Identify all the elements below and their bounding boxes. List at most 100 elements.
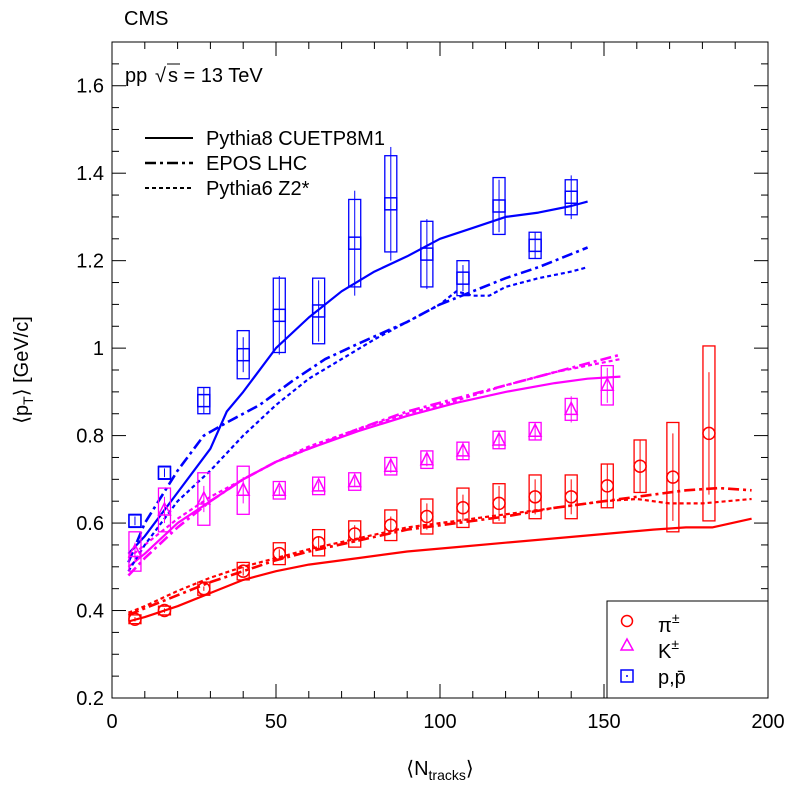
kaon-point	[419, 450, 435, 466]
pion-point	[128, 612, 142, 627]
legend-pion-symbol: π	[658, 615, 672, 637]
kaon-point	[383, 457, 399, 472]
kaon-point	[157, 501, 172, 516]
kaon-point	[272, 481, 287, 497]
kaon-syst-box	[420, 450, 434, 470]
y-axis-label-end: ⟩ [GeV/c]	[11, 316, 33, 396]
axis-ticks: 0 50 100 150 200 0.2 0.4 0.6 0.8 1 1.2 1.4 1.6	[76, 41, 785, 733]
pion-point	[564, 490, 578, 504]
y-tick-label: 1.6	[76, 76, 104, 98]
proton-point	[420, 247, 434, 261]
y-tick-label: 0.2	[76, 688, 104, 710]
legend-proton-dot	[626, 675, 628, 677]
kaon-point	[127, 542, 143, 558]
energy-label: pp √ s = 13 TeV	[125, 63, 263, 87]
kaon-point	[196, 490, 212, 505]
x-tick-label: 0	[106, 711, 117, 733]
proton-point	[492, 199, 506, 213]
kaon-point	[235, 481, 251, 497]
legend-kaon-marker	[619, 637, 635, 651]
proton-dotted-curve	[127, 266, 588, 572]
kaon-point	[347, 472, 362, 488]
pion-point	[272, 546, 287, 561]
y-tick-label: 0.6	[76, 513, 104, 535]
pion-point	[236, 564, 250, 578]
kaon-syst-box	[157, 487, 172, 533]
kaon-syst-box	[197, 472, 211, 526]
pion-point	[157, 603, 172, 618]
legend-label-pythia8: Pythia8 CUETP8M1	[206, 128, 385, 150]
kaon-syst-box	[348, 472, 362, 491]
pion-point	[702, 426, 716, 441]
x-axis-label-main: ⟨N	[406, 758, 428, 780]
proton-point	[456, 271, 470, 285]
y-tick-label: 1.4	[76, 163, 104, 185]
legend-proton-marker	[620, 669, 634, 683]
legend-kaon-symbol: K	[658, 641, 672, 663]
sqrt-sign: √	[155, 65, 166, 87]
proton-point	[564, 190, 578, 205]
y-tick-label: 0.4	[76, 601, 104, 623]
x-axis-label: ⟨Ntracks⟩	[406, 758, 473, 783]
pion-point	[456, 501, 470, 515]
pion-point	[600, 479, 615, 493]
legend-kaon-label: K±	[658, 636, 679, 663]
proton-point	[236, 347, 250, 362]
proton-point	[272, 308, 287, 323]
pion-point	[666, 470, 680, 484]
y-tick-label: 0.8	[76, 426, 104, 448]
legend-label-pythia6: Pythia6 Z2*	[206, 178, 310, 200]
energy-label-prefix: pp	[125, 65, 147, 87]
x-tick-label: 50	[265, 711, 287, 733]
pion-point	[197, 581, 211, 596]
pion-point	[311, 535, 326, 550]
pion-point	[492, 496, 506, 511]
proton-point	[311, 304, 326, 318]
legend-pion-marker	[620, 614, 634, 628]
data-points	[127, 146, 716, 627]
kaon-point	[455, 442, 471, 457]
model-legend: Pythia8 CUETP8M1 EPOS LHC Pythia6 Z2*	[145, 128, 385, 200]
pion-dotted-curve	[127, 497, 752, 614]
legend-pion-label: π±	[658, 610, 680, 637]
pion-point	[528, 490, 542, 504]
pion-point	[633, 459, 647, 473]
kaon-point	[563, 400, 579, 416]
legend-kaon-charge: ±	[671, 636, 679, 652]
y-tick-label: 1	[93, 338, 104, 360]
experiment-label: CMS	[124, 8, 168, 30]
proton-point	[157, 466, 172, 480]
kaon-point	[491, 431, 507, 446]
proton-point	[128, 514, 142, 528]
species-legend: π± K± p,p̄	[606, 600, 769, 699]
pion-point	[420, 509, 434, 524]
kaon-dotted-curve	[127, 358, 621, 559]
kaon-syst-box	[272, 480, 286, 500]
proton-point	[384, 197, 398, 211]
kaon-point	[311, 477, 326, 492]
kaon-syst-box	[311, 476, 326, 496]
legend-proton-label: p,p̄	[658, 667, 686, 689]
y-axis-label-sub: T	[20, 396, 36, 405]
proton-solid-curve	[127, 200, 588, 555]
x-tick-label: 200	[751, 711, 784, 733]
energy-label-value: s = 13 TeV	[168, 65, 263, 87]
pion-point	[384, 518, 398, 533]
x-axis-label-sub: tracks	[429, 767, 466, 783]
model-curves	[127, 200, 752, 623]
legend-pion-charge: ±	[672, 610, 680, 626]
proton-point	[347, 236, 362, 250]
kaon-syst-box	[600, 364, 614, 406]
legend-label-epos: EPOS LHC	[206, 153, 307, 175]
kaon-syst-box	[236, 465, 250, 515]
species-legend-box	[606, 600, 769, 699]
pion-point	[347, 527, 362, 541]
y-tick-label: 1.2	[76, 251, 104, 273]
x-axis-label-end: ⟩	[466, 758, 474, 780]
proton-dashdot-curve	[127, 246, 589, 563]
kaon-syst-box	[128, 531, 142, 572]
pion-dashdot-curve	[127, 486, 752, 617]
y-axis-label: ⟨pT⟩ [GeV/c]	[11, 316, 36, 424]
x-tick-label: 100	[423, 711, 456, 733]
